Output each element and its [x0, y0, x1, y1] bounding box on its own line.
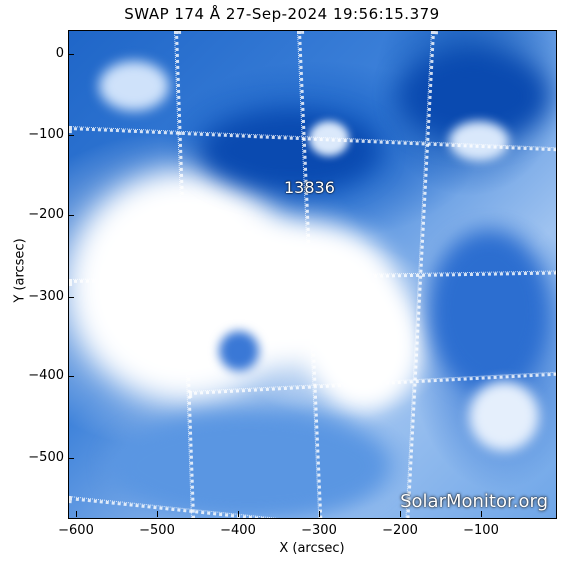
active-region-label: 13836: [284, 178, 335, 197]
x-tick-mark: [238, 511, 239, 517]
loop-system-lower: [109, 411, 389, 518]
quiet-sun-patch: [429, 231, 549, 391]
solar-image: 13836 SolarMonitor.org: [68, 30, 557, 519]
x-tick-mark: [157, 511, 158, 517]
bright-point: [219, 331, 259, 371]
active-region-core: [309, 281, 419, 411]
x-tick-label: −200: [382, 523, 418, 538]
y-tick-label: −300: [28, 289, 64, 304]
x-tick-mark: [481, 511, 482, 517]
bright-point: [99, 61, 169, 111]
y-tick-mark: [68, 297, 74, 298]
coronal-hole-dark: [199, 111, 379, 191]
y-tick-label: 0: [55, 46, 64, 61]
bright-point: [469, 381, 539, 451]
x-tick-mark: [319, 511, 320, 517]
y-tick-mark: [68, 458, 74, 459]
bright-point: [449, 121, 509, 161]
x-tick-mark: [400, 511, 401, 517]
x-tick-label: −600: [58, 523, 94, 538]
y-tick-mark: [68, 54, 74, 55]
x-tick-mark: [76, 511, 77, 517]
y-tick-mark: [68, 376, 74, 377]
y-tick-label: −200: [28, 207, 64, 222]
y-axis-label: Y (arcsec): [12, 238, 28, 303]
y-tick-label: −500: [28, 450, 64, 465]
image-title: SWAP 174 Å 27-Sep-2024 19:56:15.379: [124, 5, 440, 23]
x-tick-label: −500: [139, 523, 175, 538]
watermark: SolarMonitor.org: [400, 491, 548, 512]
y-tick-mark: [68, 215, 74, 216]
bright-point: [309, 121, 349, 156]
x-axis-label: X (arcsec): [279, 541, 345, 556]
y-tick-label: −100: [28, 127, 64, 142]
y-tick-mark: [68, 135, 74, 136]
x-tick-label: −400: [220, 523, 256, 538]
x-tick-label: −100: [463, 523, 499, 538]
x-tick-label: −300: [301, 523, 337, 538]
y-tick-label: −400: [28, 368, 64, 383]
